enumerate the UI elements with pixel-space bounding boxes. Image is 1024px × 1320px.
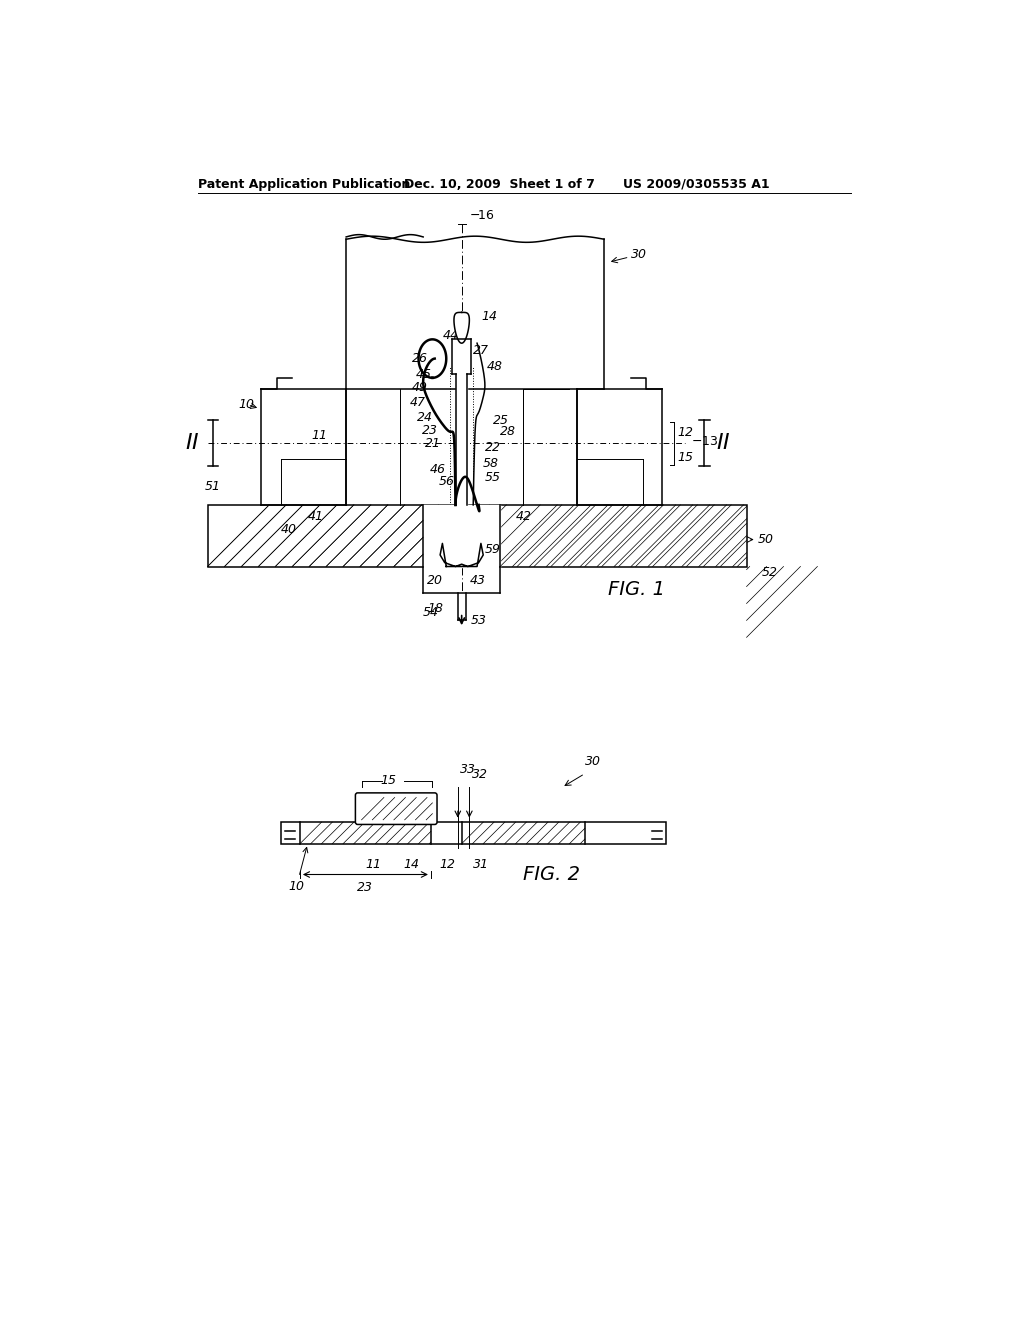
Text: 56: 56 bbox=[438, 475, 455, 488]
Text: 45: 45 bbox=[416, 367, 431, 380]
Polygon shape bbox=[440, 544, 483, 566]
Text: 47: 47 bbox=[410, 396, 425, 409]
Polygon shape bbox=[457, 374, 467, 506]
Polygon shape bbox=[453, 339, 471, 374]
Text: 11: 11 bbox=[311, 429, 328, 442]
Text: 44: 44 bbox=[442, 329, 459, 342]
Text: 14: 14 bbox=[403, 858, 420, 871]
Text: 12: 12 bbox=[439, 858, 456, 871]
Bar bbox=[281, 822, 666, 843]
Text: 24: 24 bbox=[417, 412, 433, 425]
Text: 54: 54 bbox=[423, 606, 439, 619]
Text: 10: 10 bbox=[239, 399, 254, 412]
Text: 27: 27 bbox=[473, 345, 489, 358]
Text: 12: 12 bbox=[677, 426, 693, 440]
Text: FIG. 2: FIG. 2 bbox=[523, 865, 581, 884]
Text: 43: 43 bbox=[469, 574, 485, 587]
Text: 53: 53 bbox=[471, 614, 486, 627]
Text: 59: 59 bbox=[484, 543, 501, 556]
Text: 48: 48 bbox=[486, 360, 503, 372]
Text: 51: 51 bbox=[205, 480, 221, 494]
Text: 50: 50 bbox=[758, 533, 774, 546]
Text: 28: 28 bbox=[500, 425, 516, 438]
Polygon shape bbox=[454, 313, 469, 343]
Text: US 2009/0305535 A1: US 2009/0305535 A1 bbox=[624, 178, 770, 190]
Text: Dec. 10, 2009  Sheet 1 of 7: Dec. 10, 2009 Sheet 1 of 7 bbox=[403, 178, 595, 190]
Bar bbox=[208, 504, 746, 566]
Text: 23: 23 bbox=[357, 880, 374, 894]
Text: 46: 46 bbox=[429, 463, 445, 477]
Text: 41: 41 bbox=[307, 510, 324, 523]
Text: 42: 42 bbox=[515, 510, 531, 523]
Text: 15: 15 bbox=[677, 450, 693, 463]
Text: 22: 22 bbox=[484, 441, 501, 454]
Text: 30: 30 bbox=[631, 248, 647, 261]
Text: 40: 40 bbox=[281, 523, 297, 536]
Text: $II$: $II$ bbox=[185, 433, 200, 454]
Text: 52: 52 bbox=[762, 566, 778, 579]
Text: 25: 25 bbox=[493, 413, 509, 426]
Text: 18: 18 bbox=[427, 602, 443, 615]
Text: 49: 49 bbox=[412, 381, 428, 395]
Text: $-\!16$: $-\!16$ bbox=[469, 209, 495, 222]
Text: FIG. 1: FIG. 1 bbox=[608, 579, 665, 599]
Text: 21: 21 bbox=[425, 437, 440, 450]
Text: 58: 58 bbox=[483, 457, 500, 470]
Text: 31: 31 bbox=[473, 858, 488, 871]
FancyBboxPatch shape bbox=[355, 793, 437, 825]
Text: 55: 55 bbox=[484, 471, 501, 484]
Text: 15: 15 bbox=[381, 775, 396, 788]
Text: 11: 11 bbox=[366, 858, 381, 871]
Text: 23: 23 bbox=[422, 424, 437, 437]
Text: 32: 32 bbox=[472, 768, 487, 781]
Text: $-13$: $-13$ bbox=[691, 436, 719, 449]
Text: 26: 26 bbox=[412, 352, 428, 366]
Text: 33: 33 bbox=[460, 763, 476, 776]
Text: 20: 20 bbox=[427, 574, 443, 587]
Text: 30: 30 bbox=[585, 755, 601, 768]
Text: Patent Application Publication: Patent Application Publication bbox=[199, 178, 411, 190]
Text: 10: 10 bbox=[289, 847, 308, 892]
Text: $II$: $II$ bbox=[716, 433, 731, 454]
Text: 14: 14 bbox=[481, 310, 497, 323]
